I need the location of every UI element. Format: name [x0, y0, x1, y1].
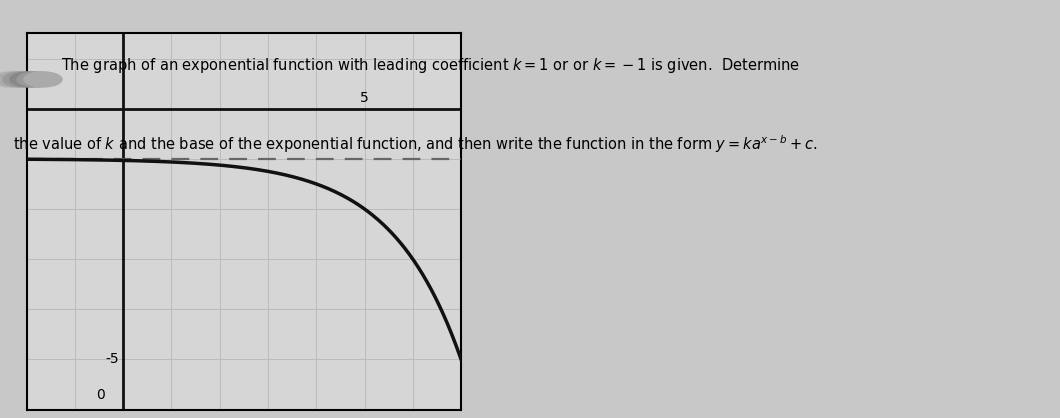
- Text: 0: 0: [96, 388, 105, 402]
- Text: -5: -5: [105, 352, 119, 367]
- Text: the value of $k$ and the base of the exponential function, and then write the fu: the value of $k$ and the base of the exp…: [13, 133, 817, 155]
- Text: The graph of an exponential function with leading coefficient $k = 1$ or or $k =: The graph of an exponential function wit…: [61, 56, 800, 75]
- Text: 5: 5: [360, 91, 369, 105]
